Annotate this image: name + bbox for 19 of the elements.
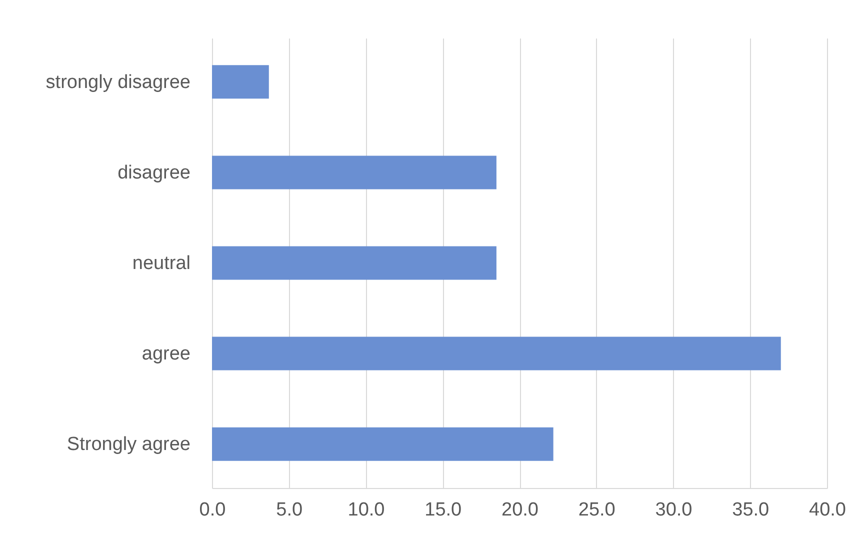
x-tick-label: 40.0	[809, 500, 846, 520]
bar	[212, 427, 554, 461]
x-tick-label: 30.0	[655, 500, 692, 520]
bar	[212, 246, 496, 280]
bar	[212, 65, 269, 99]
bar	[212, 336, 781, 370]
y-tick-label: Strongly agree	[66, 434, 190, 456]
x-tick-label: 5.0	[276, 500, 303, 520]
bar	[212, 156, 496, 190]
x-tick-label: 0.0	[199, 500, 226, 520]
y-tick-label: disagree	[118, 162, 190, 184]
x-tick-label: 25.0	[578, 500, 616, 520]
x-tick-label: 15.0	[424, 500, 462, 520]
x-tick-label: 20.0	[502, 500, 538, 520]
y-tick-label: neutral	[132, 253, 190, 274]
x-tick-label: 10.0	[348, 500, 385, 520]
y-tick-label: strongly disagree	[46, 72, 190, 93]
x-tick-label: 35.0	[732, 500, 770, 520]
y-tick-label: agree	[142, 344, 190, 365]
